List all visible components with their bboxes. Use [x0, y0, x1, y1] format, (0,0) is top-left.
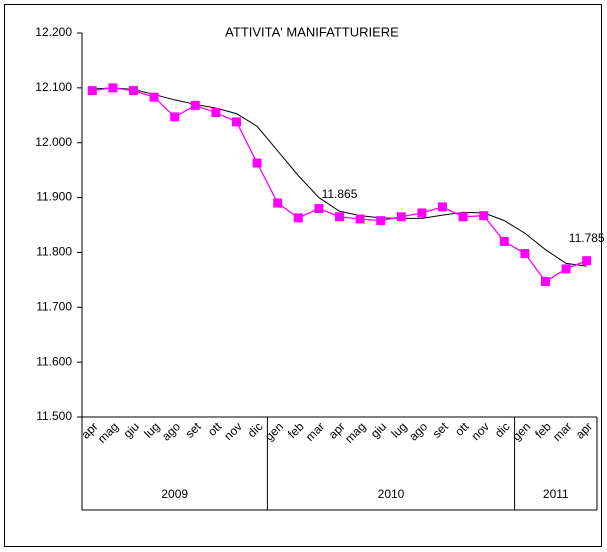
point	[561, 264, 571, 274]
group-label: 2009	[161, 487, 188, 501]
point	[293, 213, 303, 223]
point	[108, 83, 118, 93]
point	[232, 117, 241, 127]
y-tick-label: 11.900	[36, 190, 72, 204]
y-tick-label: 11.600	[36, 354, 72, 368]
point	[396, 212, 406, 222]
group-label: 2011	[543, 487, 569, 501]
point	[129, 86, 138, 96]
point	[273, 198, 283, 208]
y-tick-label: 12.200	[35, 25, 72, 39]
point	[252, 158, 262, 168]
point	[438, 202, 447, 212]
point	[87, 86, 97, 96]
y-tick-label: 12.100	[35, 80, 72, 94]
y-tick-label: 12.000	[35, 135, 72, 149]
point	[376, 216, 386, 226]
group-label: 2010	[378, 487, 405, 501]
y-tick-label: 11.500	[36, 409, 72, 423]
y-tick-label: 11.700	[36, 299, 72, 313]
point	[417, 208, 427, 218]
point	[520, 249, 530, 259]
point	[335, 212, 344, 222]
point	[149, 92, 159, 102]
frame	[4, 4, 602, 547]
value-label: 11.785	[569, 231, 605, 245]
value-label: 11.865	[322, 187, 358, 201]
y-tick-label: 11.800	[36, 245, 72, 259]
point	[314, 204, 324, 214]
chart-title: ATTIVITA' MANIFATTURIERE	[225, 24, 399, 39]
point	[190, 100, 200, 110]
point	[479, 211, 489, 221]
point	[499, 236, 509, 246]
point	[170, 112, 180, 122]
point	[211, 108, 221, 118]
point	[458, 212, 468, 222]
point	[582, 256, 592, 266]
point	[541, 277, 550, 287]
point	[355, 214, 365, 224]
series-line	[92, 87, 587, 267]
